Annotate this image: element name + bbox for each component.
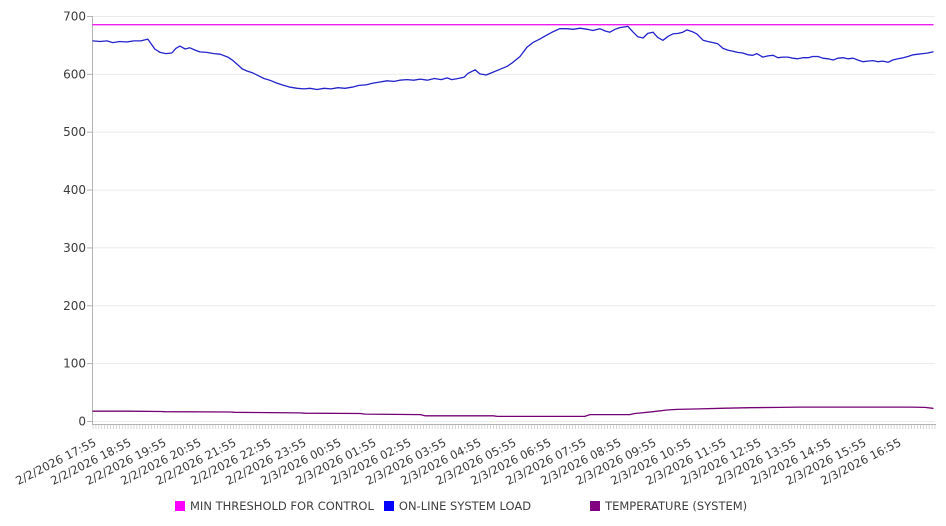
legend-item-system-load[interactable]: ON-LINE SYSTEM LOAD [383, 499, 532, 513]
y-tick-label: 400 [63, 183, 86, 197]
y-tick-label: 500 [63, 125, 86, 139]
y-tick-label: 100 [63, 357, 86, 371]
y-tick-label: 200 [63, 299, 86, 313]
legend-swatch-blue-icon [383, 501, 394, 511]
y-gridlines [93, 16, 935, 422]
x-axis-labels: 2/2/2026 17:552/2/2026 18:552/2/2026 19:… [13, 435, 903, 488]
legend-label: TEMPERATURE (SYSTEM) [605, 499, 748, 513]
y-tick-label: 300 [63, 241, 86, 255]
legend-item-min-threshold[interactable]: MIN THRESHOLD FOR CONTROL [175, 499, 374, 513]
series-line-temperature-system- [92, 406, 934, 418]
series-line-on-line-system-load [92, 25, 934, 91]
y-tick-label: 600 [63, 67, 86, 81]
y-tick-label: 700 [63, 10, 86, 24]
legend-label: ON-LINE SYSTEM LOAD [398, 499, 532, 513]
legend-label: MIN THRESHOLD FOR CONTROL [190, 499, 374, 513]
axes [87, 16, 936, 425]
x-minor-ticks [92, 425, 936, 429]
y-axis-labels: 700 600 500 400 300 200 100 0 [63, 10, 86, 429]
legend-swatch-purple-icon [590, 501, 601, 511]
y-tick-label: 0 [78, 415, 86, 429]
legend-item-temperature[interactable]: TEMPERATURE (SYSTEM) [590, 499, 747, 513]
chart-legend: MIN THRESHOLD FOR CONTROL ON-LINE SYSTEM… [175, 499, 747, 513]
legend-swatch-magenta-icon [175, 501, 185, 511]
